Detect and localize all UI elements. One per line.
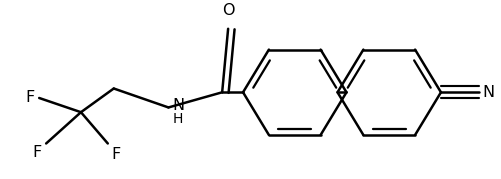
Text: N: N [482,85,495,100]
Text: H: H [172,112,183,126]
Text: F: F [25,90,34,105]
Text: F: F [32,145,41,160]
Text: F: F [112,147,121,162]
Text: N: N [172,98,184,113]
Text: O: O [222,3,234,18]
